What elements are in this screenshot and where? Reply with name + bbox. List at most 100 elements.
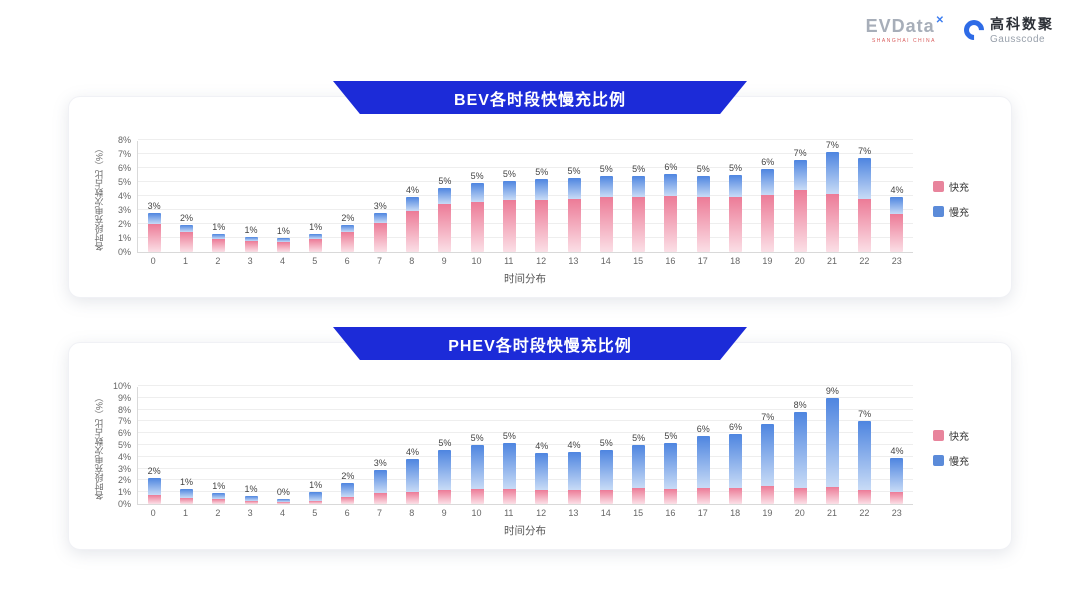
bar-value-label: 7%	[793, 147, 807, 158]
stacked-bar[interactable]	[632, 445, 646, 504]
stacked-bar[interactable]	[470, 183, 484, 252]
stacked-bar[interactable]	[728, 175, 742, 252]
stacked-bar[interactable]	[502, 180, 516, 252]
bev-title-banner: BEV各时段快慢充比例	[333, 81, 747, 114]
bar-column: 4%	[558, 387, 590, 504]
stacked-bar[interactable]	[373, 469, 387, 504]
stacked-bar[interactable]	[890, 197, 904, 252]
x-tick-label: 22	[859, 256, 870, 266]
stacked-bar[interactable]	[179, 225, 193, 252]
stacked-bar[interactable]	[147, 212, 161, 252]
x-tick-label: 17	[697, 508, 708, 518]
bar-segment-慢充	[276, 238, 290, 243]
bar-segment-慢充	[761, 423, 775, 487]
stacked-bar[interactable]	[406, 197, 420, 252]
gridline	[138, 408, 913, 410]
bar-segment-慢充	[502, 442, 516, 489]
x-tick-label: 10	[471, 508, 482, 518]
bar-segment-快充	[276, 501, 290, 504]
bar-segment-快充	[309, 239, 323, 252]
stacked-bar[interactable]	[567, 177, 581, 252]
stacked-bar[interactable]	[147, 478, 161, 504]
stacked-bar[interactable]	[825, 398, 839, 504]
stacked-bar[interactable]	[890, 458, 904, 504]
stacked-bar[interactable]	[664, 442, 678, 504]
bar-segment-快充	[341, 232, 355, 252]
stacked-bar[interactable]	[179, 488, 193, 504]
stacked-bar[interactable]	[341, 225, 355, 252]
gridline	[138, 455, 913, 457]
x-tick-label: 6	[344, 508, 350, 518]
bar-value-label: 0%	[276, 487, 290, 498]
x-tick-label: 18	[730, 256, 741, 266]
bar-segment-快充	[212, 499, 226, 504]
x-tick-label: 14	[600, 256, 611, 266]
stacked-bar[interactable]	[535, 179, 549, 252]
stacked-bar[interactable]	[696, 435, 710, 504]
stacked-bar[interactable]	[567, 452, 581, 504]
gridline	[138, 385, 913, 386]
stacked-bar[interactable]	[276, 238, 290, 252]
stacked-bar[interactable]	[212, 493, 226, 504]
stacked-bar[interactable]	[599, 449, 613, 504]
bar-segment-慢充	[664, 442, 678, 489]
gridline	[138, 432, 913, 434]
x-tick-label: 13	[568, 508, 579, 518]
x-tick-label: 9	[441, 256, 447, 266]
bar-column: 5%	[590, 141, 622, 252]
legend-item-快充[interactable]: 快充	[933, 179, 987, 194]
bar-column: 4%	[881, 387, 913, 504]
legend-swatch	[933, 429, 944, 441]
legend-label: 慢充	[949, 207, 969, 219]
stacked-bar[interactable]	[212, 233, 226, 252]
stacked-bar[interactable]	[244, 495, 258, 504]
stacked-bar[interactable]	[761, 169, 775, 252]
legend-item-慢充[interactable]: 慢充	[933, 453, 987, 468]
stacked-bar[interactable]	[761, 423, 775, 504]
stacked-bar[interactable]	[632, 176, 646, 252]
bar-segment-慢充	[147, 478, 161, 495]
stacked-bar[interactable]	[438, 449, 452, 504]
bar-segment-慢充	[341, 482, 355, 497]
x-tick-label: 19	[762, 508, 773, 518]
bar-column: 6%	[687, 387, 719, 504]
x-tick-label: 4	[279, 256, 285, 266]
bar-value-label: 1%	[212, 221, 226, 232]
legend-item-慢充[interactable]: 慢充	[933, 204, 987, 219]
stacked-bar[interactable]	[341, 482, 355, 504]
stacked-bar[interactable]	[276, 499, 290, 504]
bar-segment-快充	[728, 197, 742, 252]
stacked-bar[interactable]	[309, 492, 323, 504]
stacked-bar[interactable]	[599, 176, 613, 252]
legend-item-快充[interactable]: 快充	[933, 428, 987, 443]
evdata-subtext: SHANGHAI CHINA	[871, 37, 936, 44]
bar-segment-快充	[858, 489, 872, 504]
stacked-bar[interactable]	[406, 459, 420, 504]
stacked-bar[interactable]	[858, 421, 872, 504]
x-tick-label: 16	[665, 256, 676, 266]
stacked-bar[interactable]	[793, 412, 807, 504]
stacked-bar[interactable]	[728, 434, 742, 504]
bar-column: 4%	[881, 141, 913, 252]
bar-segment-快充	[147, 494, 161, 504]
phev-title-banner: PHEV各时段快慢充比例	[333, 327, 747, 360]
bev-x-axis-title: 时间分布	[504, 273, 546, 285]
stacked-bar[interactable]	[825, 152, 839, 252]
stacked-bar[interactable]	[696, 176, 710, 252]
y-tick-label: 7%	[117, 149, 131, 159]
stacked-bar[interactable]	[438, 187, 452, 252]
stacked-bar[interactable]	[244, 236, 258, 252]
stacked-bar[interactable]	[373, 212, 387, 252]
x-tick-label: 13	[568, 256, 579, 266]
stacked-bar[interactable]	[470, 445, 484, 504]
stacked-bar[interactable]	[793, 159, 807, 252]
bar-segment-慢充	[470, 445, 484, 489]
stacked-bar[interactable]	[502, 442, 516, 504]
stacked-bar[interactable]	[664, 173, 678, 252]
stacked-bar[interactable]	[858, 158, 872, 252]
bar-value-label: 6%	[761, 157, 775, 168]
stacked-bar[interactable]	[535, 453, 549, 504]
phev-plot-area: 2% 1% 1% 1% 0% 1% 2% 3% 4% 5% 5% 5% 4% 4% 5% 5% 5% 6% 6% 7%…	[137, 385, 913, 505]
bar-segment-快充	[728, 487, 742, 504]
stacked-bar[interactable]	[309, 233, 323, 252]
